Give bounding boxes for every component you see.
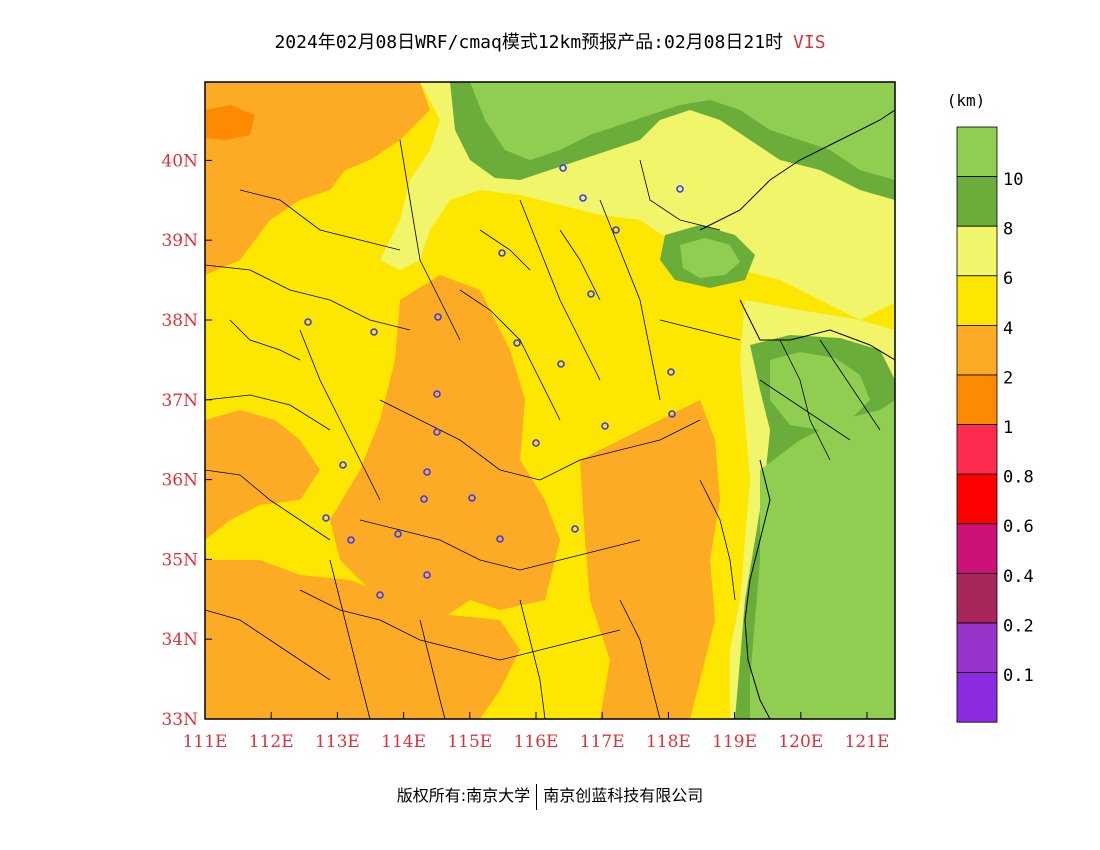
lat-tick-label: 39N xyxy=(161,231,198,251)
footer: 版权所有:南京大学 南京创蓝科技有限公司 xyxy=(0,782,1100,810)
lon-tick-label: 115E xyxy=(447,732,492,752)
lon-tick-label: 119E xyxy=(712,732,757,752)
colorbar-swatch xyxy=(956,622,998,673)
station-markers xyxy=(304,164,684,599)
colorbar-swatch xyxy=(956,225,998,277)
colorbar-label: 0.4 xyxy=(1003,567,1034,587)
footer-company: 南京创蓝科技有限公司 xyxy=(543,786,704,805)
station-marker xyxy=(532,439,540,447)
station-marker xyxy=(376,591,384,599)
colorbar-label: 0.6 xyxy=(1003,517,1034,537)
station-marker xyxy=(423,571,431,579)
lon-tick-label: 112E xyxy=(249,732,294,752)
visibility-field xyxy=(205,82,895,719)
field-orange-central xyxy=(330,275,560,620)
station-marker xyxy=(612,226,620,234)
field-bright-green-sea xyxy=(750,400,895,719)
lat-tick-label: 37N xyxy=(161,391,198,411)
station-marker xyxy=(496,535,504,543)
colorbar-label: 0.2 xyxy=(1003,616,1034,636)
field-orange-southeast xyxy=(580,400,720,719)
station-marker xyxy=(304,318,312,326)
lat-tick-label: 36N xyxy=(161,471,198,491)
station-marker xyxy=(347,536,355,544)
lon-tick-label: 116E xyxy=(514,732,559,752)
colorbar-swatch xyxy=(956,176,998,227)
lon-tick-label: 113E xyxy=(315,732,360,752)
station-marker xyxy=(434,313,442,321)
field-bright-green-sd xyxy=(770,352,870,430)
field-orange-south xyxy=(205,560,520,719)
title-main: 2024年02月08日WRF/cmaq模式12km预报产品:02月08日21时 xyxy=(274,32,784,53)
colorbar-label: 0.1 xyxy=(1003,666,1034,686)
station-marker xyxy=(559,164,567,172)
colorbar-label: 1 xyxy=(1003,418,1013,438)
lon-tick-label: 114E xyxy=(381,732,426,752)
colorbar-swatch xyxy=(956,374,998,425)
field-orange-dark-nw xyxy=(205,105,255,140)
colorbar-label: 0.8 xyxy=(1003,468,1034,488)
lon-tick-label: 118E xyxy=(646,732,691,752)
lat-tick-label: 40N xyxy=(161,151,198,171)
colorbar-label: 10 xyxy=(1003,170,1023,190)
lon-tick-label: 111E xyxy=(183,732,228,752)
colorbar-label: 6 xyxy=(1003,269,1013,289)
station-marker xyxy=(579,194,587,202)
station-marker xyxy=(420,495,428,503)
colorbar-swatch xyxy=(956,473,998,525)
colorbar-swatch xyxy=(956,672,998,723)
lat-tick-label: 35N xyxy=(161,550,198,570)
station-marker xyxy=(513,339,521,347)
title-variable: VIS xyxy=(793,32,826,53)
station-marker xyxy=(668,410,676,418)
colorbar-swatch xyxy=(956,573,998,624)
field-orange-northwest xyxy=(205,82,430,275)
station-marker xyxy=(587,290,595,298)
field-bright-green-bohai xyxy=(680,238,740,278)
station-marker xyxy=(433,390,441,398)
lon-tick-label: 117E xyxy=(580,732,625,752)
station-marker xyxy=(423,468,431,476)
colorbar-label: 2 xyxy=(1003,368,1013,388)
lat-tick-label: 38N xyxy=(161,311,198,331)
station-marker xyxy=(601,422,609,430)
station-marker xyxy=(394,530,402,538)
lat-tick-label: 34N xyxy=(161,630,198,650)
colorbar-label: 8 xyxy=(1003,220,1013,240)
plot-frame xyxy=(204,81,896,720)
colorbar-swatch xyxy=(956,275,998,326)
colorbar-swatch xyxy=(956,424,998,475)
station-marker xyxy=(498,249,506,257)
colorbar-unit: (km) xyxy=(947,91,986,110)
field-bright-green-north xyxy=(470,82,895,180)
station-marker xyxy=(676,185,684,193)
station-marker xyxy=(322,514,330,522)
field-orange-west xyxy=(205,410,320,540)
lat-tick-label: 33N xyxy=(161,710,198,730)
lon-tick-label: 121E xyxy=(845,732,890,752)
station-marker xyxy=(370,328,378,336)
colorbar-swatch xyxy=(956,523,998,574)
colorbar-swatch xyxy=(956,324,998,376)
station-marker xyxy=(571,525,579,533)
station-marker xyxy=(667,368,675,376)
longitude-axis: 111E 112E 113E 114E 115E 116E 117E 118E 119E 120E… xyxy=(183,712,890,752)
colorbar: 10 8 6 4 2 1 0.8 0.6 0.4 0.2 0.1 xyxy=(956,126,1034,723)
station-marker xyxy=(339,461,347,469)
coastline xyxy=(699,109,895,719)
colorbar-swatch xyxy=(956,126,998,177)
latitude-axis: 33N 34N 35N 36N 37N 38N 39N 40N xyxy=(161,151,212,730)
lon-tick-label: 120E xyxy=(778,732,823,752)
station-marker xyxy=(433,428,441,436)
colorbar-label: 4 xyxy=(1003,319,1013,339)
footer-copyright: 版权所有:南京大学 xyxy=(396,786,531,805)
chart-title: 2024年02月08日WRF/cmaq模式12km预报产品:02月08日21时 V… xyxy=(0,28,1100,54)
county-boundaries xyxy=(205,139,881,719)
station-marker xyxy=(557,360,565,368)
station-marker xyxy=(468,494,476,502)
footer-separator xyxy=(536,783,538,810)
